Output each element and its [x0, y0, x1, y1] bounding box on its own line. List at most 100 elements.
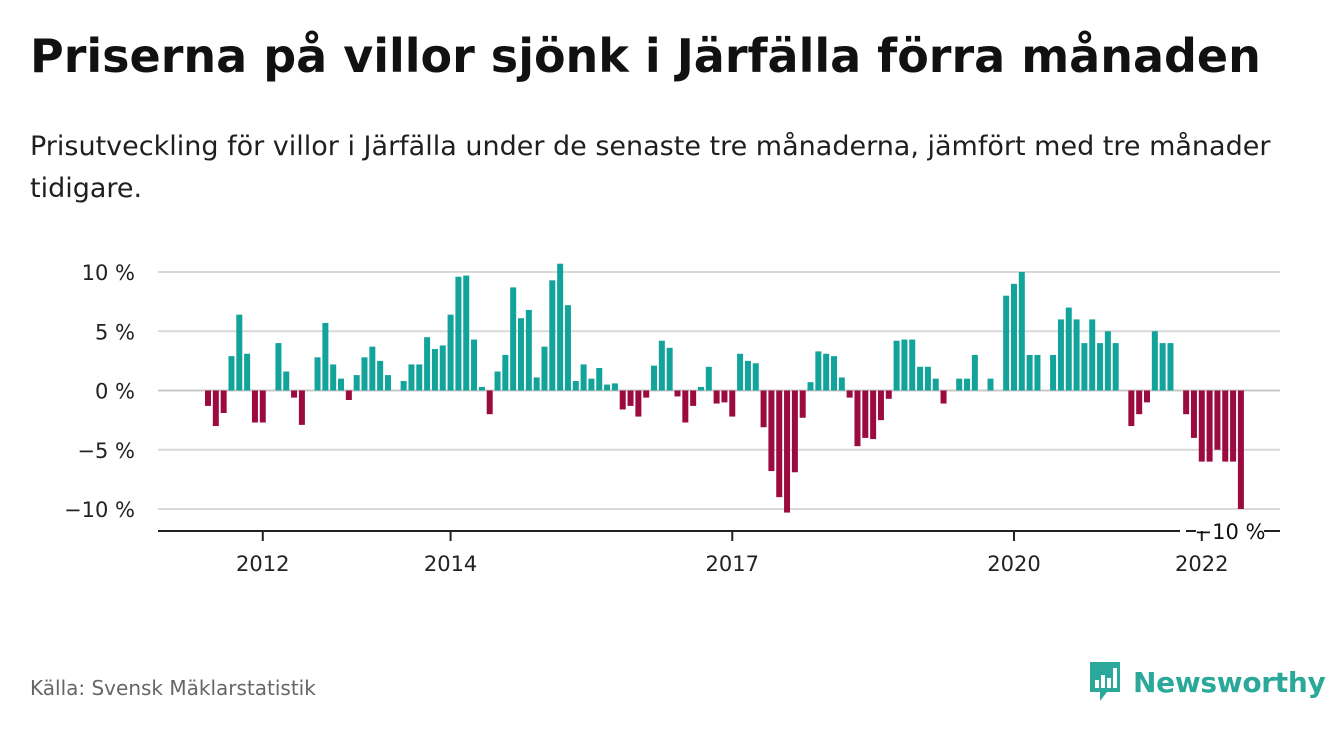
bar [932, 378, 939, 391]
bar [846, 390, 853, 398]
bar [831, 356, 837, 391]
bar [1057, 319, 1064, 391]
bar [275, 343, 282, 391]
x-tick-label: 2022 [1175, 552, 1228, 576]
bar [729, 390, 736, 417]
bar [674, 390, 681, 397]
bar [283, 371, 290, 391]
chart-subtitle: Prisutveckling för villor i Järfälla und… [30, 131, 1271, 204]
bar [447, 314, 454, 391]
bar [619, 390, 626, 410]
bar [776, 390, 783, 498]
x-axis: 2012 2014 2017 2020 2022 [158, 530, 1229, 576]
bar [596, 367, 603, 391]
bar [877, 390, 884, 421]
y-axis-tick-labels: 10 % 5 % 0 % −5 % −10 % [64, 261, 135, 522]
last-value-annotation: −10 % [1186, 520, 1280, 544]
bar [424, 337, 431, 391]
bar [854, 390, 861, 447]
bar [744, 360, 751, 391]
newsworthy-logo-icon [1090, 662, 1120, 701]
y-tick-label: −5 % [77, 439, 135, 463]
bar [1167, 343, 1174, 391]
bar [533, 377, 540, 391]
bar [1198, 390, 1205, 462]
x-tick-label: 2012 [236, 552, 289, 576]
bar [518, 318, 524, 391]
bar [1104, 331, 1111, 391]
bar [635, 390, 642, 417]
bar [228, 356, 235, 391]
bar [1081, 343, 1088, 391]
bar [690, 390, 697, 406]
bar [1159, 343, 1166, 391]
bar [917, 366, 924, 391]
bar [1073, 319, 1080, 391]
newsworthy-logo-text: Newsworthy [1133, 665, 1326, 699]
bar [987, 378, 994, 391]
bar [1214, 390, 1221, 450]
bar [338, 378, 345, 391]
bar [408, 364, 415, 391]
bar [697, 386, 704, 391]
bar [1018, 272, 1025, 391]
bar [862, 390, 869, 438]
bar [322, 322, 329, 391]
bar [220, 390, 227, 414]
bar [510, 287, 517, 391]
bar [909, 339, 916, 391]
bar [471, 339, 478, 391]
bar [1190, 390, 1197, 438]
bar [870, 390, 877, 440]
bar [486, 390, 493, 415]
bar [971, 354, 978, 391]
bar [251, 390, 258, 423]
bar [627, 390, 634, 406]
bar [557, 263, 564, 391]
bar [760, 390, 767, 428]
newsworthy-logo[interactable]: Newsworthy [1087, 660, 1326, 704]
bar [885, 390, 892, 399]
bar [643, 390, 650, 398]
bar [893, 340, 900, 391]
bar [478, 386, 485, 391]
bar [956, 378, 963, 391]
bar [353, 375, 360, 391]
bar [799, 390, 806, 418]
bar [658, 340, 665, 391]
bar [791, 390, 798, 473]
last-value-label: −10 % [1195, 520, 1266, 544]
bar [1151, 331, 1158, 391]
source-note: Källa: Svensk Mäklarstatistik [30, 676, 316, 700]
bar [1003, 295, 1010, 391]
bar [369, 346, 376, 391]
bar [1183, 390, 1190, 415]
bar [1112, 343, 1119, 391]
bar [1230, 390, 1237, 462]
bar [525, 309, 532, 391]
bar [205, 390, 211, 406]
bar [361, 357, 368, 391]
bar [1128, 390, 1135, 427]
bar [330, 364, 337, 391]
bar [807, 382, 814, 391]
bar [682, 390, 689, 423]
bar [298, 390, 305, 425]
bar [924, 366, 931, 391]
chart-title: Priserna på villor sjönk i Järfälla förr… [30, 29, 1261, 83]
bar [604, 384, 611, 391]
bar [1222, 390, 1229, 462]
bar [838, 377, 845, 391]
bar [291, 390, 298, 398]
bar [502, 354, 509, 391]
y-tick-label: 0 % [95, 380, 135, 404]
bar [377, 360, 384, 391]
bar [901, 339, 908, 391]
bar [1026, 354, 1033, 391]
bar [455, 276, 462, 391]
bar [463, 275, 470, 391]
bar [768, 390, 775, 472]
bar [815, 351, 822, 391]
bar [400, 381, 407, 391]
bar [572, 381, 579, 391]
